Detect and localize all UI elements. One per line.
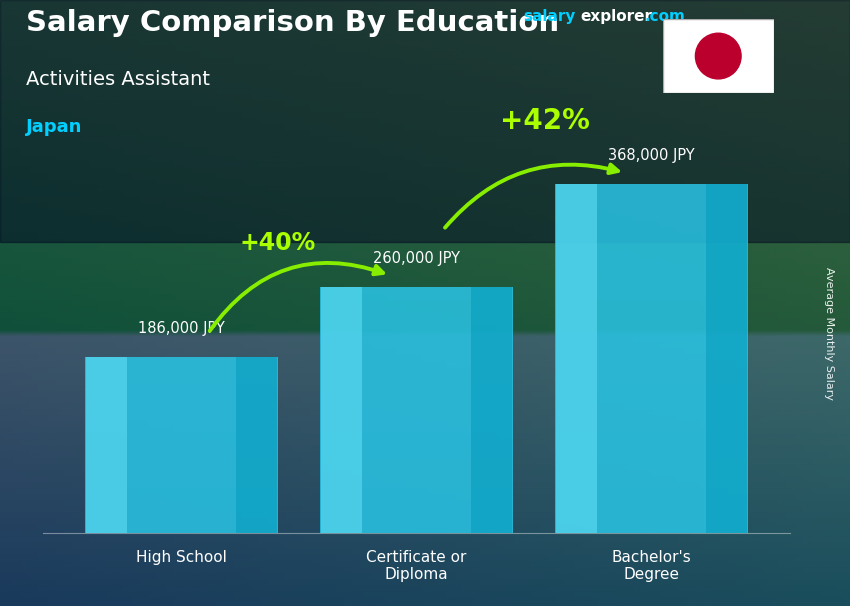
Text: Activities Assistant: Activities Assistant bbox=[26, 70, 209, 88]
Text: +42%: +42% bbox=[500, 107, 590, 135]
Bar bbox=[85, 357, 278, 533]
Bar bbox=[320, 287, 513, 533]
Text: 186,000 JPY: 186,000 JPY bbox=[138, 321, 224, 336]
FancyArrowPatch shape bbox=[445, 164, 618, 228]
Circle shape bbox=[695, 33, 741, 79]
Bar bbox=[321, 287, 362, 533]
Bar bbox=[557, 184, 597, 533]
Bar bbox=[86, 357, 127, 533]
Text: explorer: explorer bbox=[581, 9, 653, 24]
Text: Average Monthly Salary: Average Monthly Salary bbox=[824, 267, 834, 400]
Bar bbox=[471, 287, 512, 533]
Text: .com: .com bbox=[644, 9, 685, 24]
Text: Japan: Japan bbox=[26, 118, 82, 136]
Bar bbox=[555, 184, 748, 533]
Text: +40%: +40% bbox=[240, 231, 315, 255]
FancyArrowPatch shape bbox=[210, 263, 383, 331]
Bar bbox=[236, 357, 276, 533]
Text: Salary Comparison By Education: Salary Comparison By Education bbox=[26, 9, 558, 37]
Text: 260,000 JPY: 260,000 JPY bbox=[373, 251, 460, 266]
Text: 368,000 JPY: 368,000 JPY bbox=[609, 148, 695, 164]
Bar bbox=[706, 184, 747, 533]
Text: salary: salary bbox=[523, 9, 575, 24]
